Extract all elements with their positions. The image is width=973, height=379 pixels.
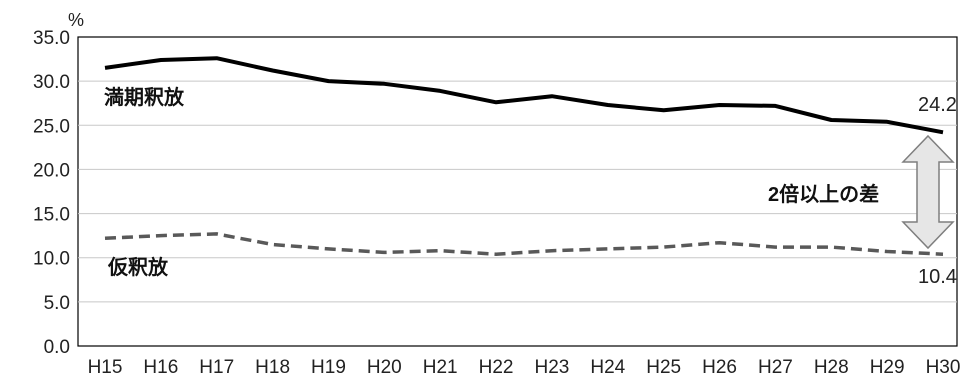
x-tick-label: H23 — [535, 357, 570, 378]
x-axis-ticks: H15 H16 H17 H18 H19 H20 H21 H22 H23 H24 H25 H26 H27 H… — [88, 357, 961, 378]
x-tick-label: H30 — [926, 357, 961, 378]
x-tick-label: H25 — [646, 357, 681, 378]
end-value-top: 24.2 — [918, 94, 957, 116]
x-tick-label: H18 — [255, 357, 290, 378]
series-line-0 — [104, 56, 944, 135]
x-tick-label: H17 — [199, 357, 234, 378]
x-tick-label: H28 — [814, 357, 849, 378]
y-axis-ticks: 0.0 5.0 10.0 15.0 20.0 25.0 30.0 35.0 — [33, 28, 70, 358]
x-tick-label: H24 — [590, 357, 625, 378]
y-tick-label: 35.0 — [33, 28, 70, 49]
series-label-karishakuho: 仮釈放 — [107, 255, 169, 279]
y-tick-label: 20.0 — [33, 160, 70, 181]
y-axis-unit: % — [68, 10, 84, 30]
x-tick-label: H19 — [311, 357, 346, 378]
y-tick-label: 30.0 — [33, 72, 70, 93]
x-tick-label: H27 — [758, 357, 793, 378]
x-tick-label: H20 — [367, 357, 402, 378]
y-tick-label: 10.0 — [33, 249, 70, 270]
plot-area-frame — [77, 36, 958, 347]
series-label-manki: 満期釈放 — [104, 85, 185, 109]
x-tick-label: H21 — [423, 357, 458, 378]
x-tick-label: H15 — [88, 357, 123, 378]
gap-arrow-icon — [901, 134, 955, 250]
x-tick-label: H16 — [143, 357, 178, 378]
series-line-1 — [104, 232, 944, 256]
x-tick-label: H29 — [870, 357, 905, 378]
y-tick-label: 15.0 — [33, 205, 70, 226]
gridlines — [78, 80, 957, 303]
x-tick-label: H22 — [479, 357, 514, 378]
x-tick-label: H26 — [702, 357, 737, 378]
series-lines — [104, 56, 944, 256]
end-value-bottom: 10.4 — [918, 266, 957, 288]
gap-label: 2倍以上の差 — [768, 182, 879, 206]
y-tick-label: 5.0 — [44, 293, 70, 314]
y-tick-label: 25.0 — [33, 116, 70, 137]
y-tick-label: 0.0 — [44, 337, 70, 358]
